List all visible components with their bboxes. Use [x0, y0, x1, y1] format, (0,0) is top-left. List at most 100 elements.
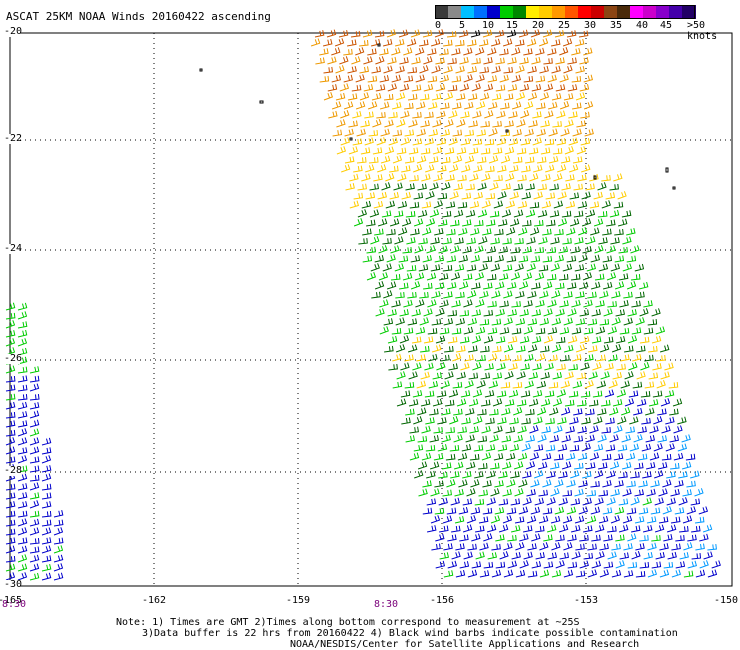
wind-barb: [534, 497, 545, 506]
wind-barb: [409, 426, 419, 434]
wind-barb: [546, 524, 557, 533]
wind-barb: [646, 488, 656, 497]
wind-barb: [635, 571, 646, 578]
wind-barb: [463, 47, 473, 56]
wind-barb: [415, 101, 426, 110]
wind-barb: [639, 535, 649, 542]
wind-barb: [455, 65, 465, 74]
wind-barb: [508, 137, 519, 146]
wind-barb: [707, 569, 718, 578]
wind-barb: [685, 453, 696, 461]
wind-barb: [29, 538, 40, 545]
wind-barb: [397, 200, 408, 209]
wind-barb: [622, 236, 632, 245]
wind-barb: [17, 420, 28, 428]
wind-barb: [394, 236, 404, 245]
wind-barb: [383, 318, 394, 326]
wind-barb: [478, 263, 489, 272]
wind-barb: [340, 137, 350, 146]
wind-barb: [344, 128, 354, 137]
wind-barb: [438, 273, 449, 281]
wind-barb: [499, 327, 510, 335]
wind-barb: [496, 137, 507, 146]
wind-barb: [566, 506, 577, 515]
island-outline: [377, 43, 381, 47]
wind-barb: [583, 47, 593, 56]
wind-barb: [17, 473, 28, 482]
wind-barb: [581, 218, 592, 227]
wind-barb: [570, 273, 581, 281]
wind-barb: [416, 380, 427, 389]
wind-barb: [29, 563, 40, 572]
wind-barb: [415, 47, 425, 56]
wind-barb: [589, 201, 600, 209]
wind-barb: [434, 507, 445, 515]
wind-barb: [639, 308, 649, 317]
wind-barb: [573, 408, 583, 416]
wind-barb: [469, 426, 479, 434]
wind-barb: [437, 193, 448, 200]
wind-barb: [5, 320, 16, 329]
wind-barb: [559, 300, 569, 308]
wind-barb: [551, 317, 562, 326]
wind-barb: [650, 480, 660, 488]
wind-barb: [539, 290, 549, 299]
wind-barb: [527, 65, 537, 74]
wind-barb: [371, 92, 382, 101]
wind-barb: [432, 146, 443, 155]
wind-barb: [579, 83, 590, 92]
wind-barb: [554, 254, 565, 263]
wind-barb: [648, 345, 658, 353]
wind-barb: [630, 245, 640, 254]
wind-barb: [395, 344, 406, 353]
wind-barb: [653, 443, 663, 452]
wind-barb: [17, 527, 28, 536]
wind-barb: [488, 155, 499, 164]
wind-barb: [543, 561, 554, 569]
wind-barb: [621, 434, 631, 443]
wind-barb: [568, 111, 578, 119]
wind-barb: [614, 506, 625, 515]
wind-barb: [529, 425, 539, 434]
wind-barb: [456, 147, 467, 155]
wind-barb: [443, 291, 453, 299]
wind-barb: [17, 347, 28, 356]
wind-barb: [491, 569, 502, 578]
wind-barb: [492, 345, 502, 353]
wind-barb: [507, 560, 518, 569]
wind-barb: [627, 309, 637, 317]
colorbar-segment: [552, 5, 566, 19]
wind-barb: [349, 200, 360, 209]
wind-barb: [638, 507, 649, 515]
wind-barb: [381, 182, 391, 191]
wind-barb: [512, 354, 522, 362]
wind-barb: [431, 290, 441, 299]
wind-barb: [582, 470, 592, 479]
wind-barb: [425, 164, 435, 173]
longitude-label: -156: [429, 595, 455, 606]
wind-barb: [505, 426, 515, 434]
wind-barb: [590, 281, 601, 290]
wind-barb: [520, 110, 530, 119]
wind-barb: [453, 408, 463, 416]
wind-barb: [606, 497, 616, 506]
wind-barb: [353, 192, 364, 200]
wind-barb: [29, 500, 40, 509]
wind-barb: [624, 371, 634, 380]
wind-barb: [562, 490, 573, 497]
wind-barb: [395, 92, 406, 101]
wind-barb: [531, 561, 542, 569]
wind-barb: [498, 498, 509, 506]
wind-barb: [523, 101, 534, 110]
wind-barb: [619, 299, 629, 308]
wind-barb: [17, 537, 28, 545]
wind-barb: [636, 398, 647, 407]
wind-barb: [581, 164, 591, 173]
wind-barb: [545, 417, 555, 425]
wind-barb: [599, 344, 610, 353]
wind-barb: [439, 552, 449, 560]
wind-barb: [621, 407, 631, 416]
wind-barb: [462, 246, 472, 254]
wind-barb: [552, 148, 563, 155]
wind-barb: [5, 528, 16, 536]
